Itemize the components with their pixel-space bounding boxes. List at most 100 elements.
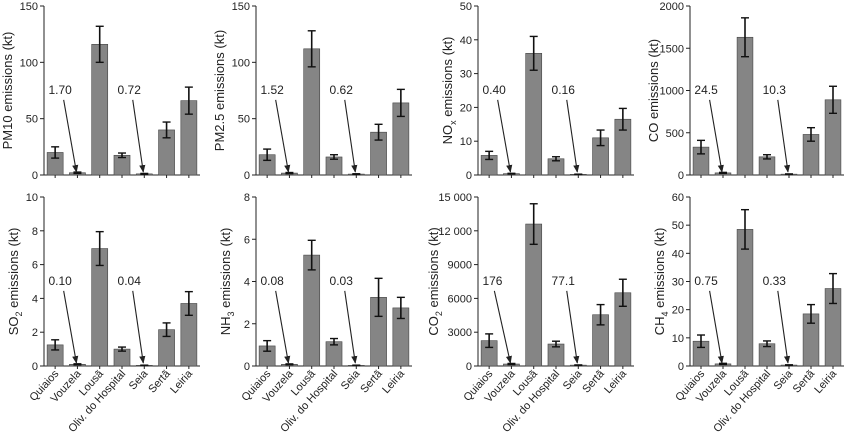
annotation-arrow [566,99,580,173]
bar [736,229,754,367]
y-tick-label: 0 [244,170,250,182]
y-axis-label: SO2 emissions (kt) [6,228,24,336]
y-tick-label: 6000 [448,293,472,305]
y-tick-label: 40 [672,248,684,260]
y-tick-label: 2 [32,327,38,339]
bar [525,223,543,367]
annotation-label: 0.04 [118,274,142,288]
chart-panel: 0 50 100 150 PM2.5 emissions (kt) 1.52 0.62 [212,1,412,182]
y-axis-label: NOx emissions (kt) [440,37,458,145]
annotation-label: 10.3 [763,83,787,97]
y-tick-label: 0 [466,170,472,182]
bar [525,53,543,176]
y-tick-label: 50 [26,114,38,126]
category-label: Sertã [791,367,818,395]
y-tick-label: 0 [466,361,472,373]
category-label: Leiria [812,367,840,396]
annotation-arrow [63,99,79,173]
y-tick-label: 60 [672,192,684,204]
bar [113,154,131,176]
bar [91,248,109,367]
category-label: Leiria [380,367,408,396]
bar [303,254,321,367]
annotation-arrow [132,290,146,364]
annotation-label: 176 [482,274,502,288]
annotation-arrow [709,290,724,364]
annotation-label: 0.33 [763,274,787,288]
chart-panel: 0 500 1000 1500 2000 CO emissions (kt) 24.5 10.… [646,1,844,182]
y-axis-label: CO emissions (kt) [646,39,661,142]
annotation-label: 0.75 [694,274,718,288]
y-tick-label: 4 [244,277,250,289]
y-tick-label: 0 [32,170,38,182]
y-tick-label: 2000 [660,1,684,13]
annotation-arrow [777,99,791,173]
annotation-label: 0.72 [118,83,142,97]
y-tick-label: 2 [244,319,250,331]
y-tick-label: 100 [232,57,250,69]
annotation-arrow [63,290,79,364]
y-axis-label: CH4 emissions (kt) [652,228,670,336]
y-tick-label: 50 [238,114,250,126]
category-label: Sertã [580,367,607,395]
y-tick-label: 4 [32,293,38,305]
annotation-arrow [493,290,512,364]
category-label: Leiria [602,367,630,396]
category-label: Sertã [358,367,385,395]
annotation-label: 0.62 [330,83,354,97]
y-tick-label: 20 [460,102,472,114]
y-tick-label: 30 [460,69,472,81]
annotation-label: 0.03 [330,274,354,288]
annotation-arrow [566,290,580,364]
y-tick-label: 500 [666,128,684,140]
chart-panel: 0 10 20 30 40 50 NOx emissions (kt) 0.40 0.16 [440,1,634,182]
y-tick-label: 1000 [660,86,684,98]
y-tick-label: 0 [244,361,250,373]
bar [303,48,321,176]
y-tick-label: 12 000 [438,226,472,238]
category-label: Sertã [146,367,173,395]
y-tick-label: 30 [672,277,684,289]
chart-panel: 0 3000 6000 9000 12 000 15 000 CO2 emissions (… [426,192,634,435]
y-tick-label: 8 [244,192,250,204]
annotation-arrow [275,99,291,173]
annotation-arrow [275,290,291,364]
y-tick-label: 0 [678,170,684,182]
y-tick-label: 0 [32,361,38,373]
annotation-label: 24.5 [694,83,718,97]
annotation-label: 0.10 [48,274,72,288]
annotation-label: 1.52 [260,83,284,97]
y-tick-label: 10 [460,136,472,148]
y-tick-label: 8 [32,226,38,238]
y-tick-label: 20 [672,305,684,317]
y-tick-label: 100 [20,57,38,69]
annotation-label: 0.40 [482,83,506,97]
y-tick-label: 10 [26,192,38,204]
annotation-arrow [344,290,358,364]
y-tick-label: 10 [672,333,684,345]
y-tick-label: 50 [460,1,472,13]
y-tick-label: 9000 [448,260,472,272]
y-tick-label: 150 [232,1,250,13]
annotation-label: 0.16 [552,83,576,97]
annotation-arrow [344,99,358,173]
y-axis-label: CO2 emissions (kt) [426,227,444,335]
annotation-label: 1.70 [48,83,72,97]
y-tick-label: 40 [460,35,472,47]
y-axis-label: PM2.5 emissions (kt) [212,30,227,151]
y-tick-label: 50 [672,220,684,232]
y-tick-label: 3000 [448,327,472,339]
annotation-arrow [709,99,724,173]
bar [736,36,754,176]
annotation-arrow [132,99,146,173]
y-tick-label: 6 [244,234,250,246]
y-axis-label: NH3 emissions (kt) [218,228,236,336]
annotation-label: 0.08 [260,274,284,288]
y-tick-label: 6 [32,260,38,272]
y-tick-label: 0 [678,361,684,373]
chart-panel: 0 50 100 150 PM10 emissions (kt) 1.70 0.72 [0,1,200,182]
